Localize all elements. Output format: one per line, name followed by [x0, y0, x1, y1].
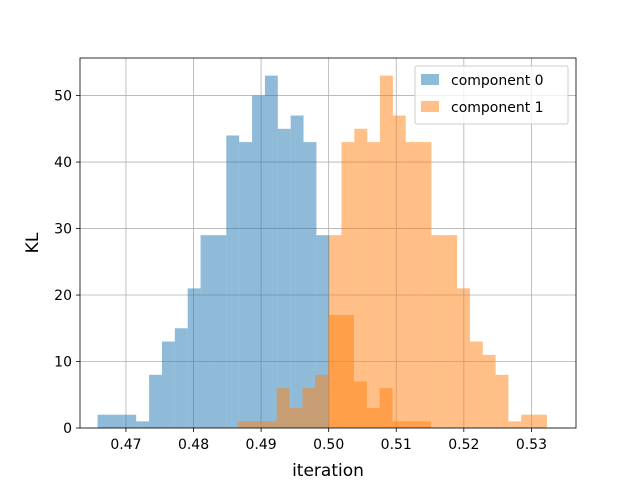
histogram-bar-series-1 [302, 388, 316, 428]
legend-swatch-component-1 [421, 101, 439, 112]
histogram-bar-series-0 [136, 421, 150, 428]
histogram-bar-series-2 [444, 235, 458, 428]
histogram-bar-series-1 [250, 421, 264, 428]
histogram-bar-series-0 [239, 142, 253, 428]
histogram-bar-series-0 [226, 135, 240, 428]
histogram-bar-series-0 [290, 115, 304, 428]
x-tick-label: 0.49 [246, 437, 277, 453]
histogram-bar-series-2 [534, 414, 547, 428]
histogram-bar-series-0 [200, 235, 214, 428]
histogram-bar-series-2 [418, 142, 432, 428]
y-tick-label: 40 [54, 155, 72, 171]
histogram-bar-series-2 [341, 142, 355, 428]
histogram-bar-series-2 [482, 354, 496, 428]
legend-label-component-1: component 1 [451, 100, 544, 116]
histogram-bar-series-2 [380, 75, 393, 428]
x-tick-label: 0.53 [516, 437, 547, 453]
histogram-bar-series-0 [187, 288, 201, 428]
histogram-bar-series-2 [431, 235, 445, 428]
x-tick-label: 0.52 [448, 437, 479, 453]
y-tick-label: 30 [54, 222, 72, 238]
y-tick-label: 10 [54, 355, 72, 371]
histogram-bar-series-2 [392, 115, 406, 428]
histogram-bar-series-1 [315, 374, 329, 428]
x-axis-label: iteration [292, 461, 364, 480]
histogram-bar-series-0 [97, 414, 111, 428]
histogram-bar-series-2 [457, 288, 470, 428]
legend-box [414, 65, 569, 125]
y-axis-ticks: 0 10 20 30 40 50 [54, 89, 80, 437]
histogram-bar-series-2 [469, 341, 483, 428]
legend-label-component-0: component 0 [451, 73, 544, 89]
y-tick-label: 50 [54, 89, 72, 105]
x-tick-label: 0.47 [110, 437, 141, 453]
legend: component 0 component 1 [414, 65, 569, 125]
histogram-bar-series-2 [508, 421, 522, 428]
legend-swatch-component-0 [421, 74, 439, 85]
histogram-bar-series-0 [213, 235, 227, 428]
histogram-bar-series-2 [405, 142, 419, 428]
histogram-bar-series-0 [123, 414, 137, 428]
y-tick-label: 0 [63, 421, 72, 437]
y-tick-label: 20 [54, 288, 72, 304]
histogram-bars [97, 75, 547, 429]
histogram-bar-series-0 [110, 414, 124, 428]
histogram-bar-series-0 [303, 142, 317, 428]
histogram-bar-series-0 [264, 75, 278, 428]
histogram-bar-series-0 [252, 95, 265, 429]
x-tick-label: 0.51 [381, 437, 412, 453]
histogram-bar-series-1 [289, 408, 303, 428]
x-axis-ticks: 0.47 0.48 0.49 0.50 0.51 0.52 0.53 [110, 428, 547, 453]
histogram-bar-series-0 [161, 341, 175, 428]
histogram-bar-series-0 [149, 374, 162, 428]
y-axis-label: KL [23, 232, 43, 253]
histogram-bar-series-2 [521, 414, 535, 428]
histogram-bar-series-1 [276, 388, 290, 428]
x-tick-label: 0.48 [178, 437, 209, 453]
histogram-bar-series-2 [367, 142, 381, 428]
histogram-bar-series-1 [263, 421, 277, 428]
histogram-bar-series-0 [174, 328, 188, 428]
histogram-bar-series-2 [328, 235, 342, 428]
plot-frame [79, 57, 577, 429]
x-tick-label: 0.50 [313, 437, 344, 453]
histogram-bar-series-0 [277, 128, 291, 428]
histogram-bar-series-2 [354, 128, 368, 428]
histogram-bar-series-2 [495, 374, 509, 428]
histogram-bar-series-1 [238, 421, 251, 428]
